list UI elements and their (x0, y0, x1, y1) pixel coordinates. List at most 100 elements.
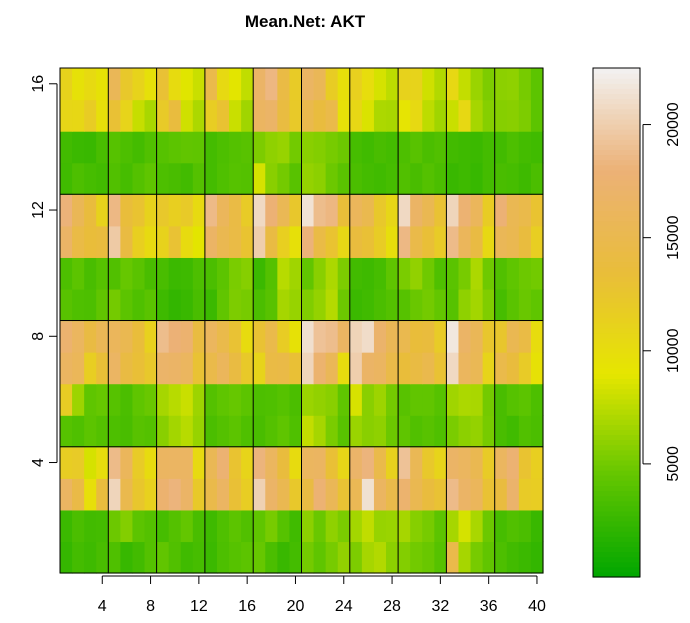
heatmap-cell (530, 288, 544, 322)
heatmap-cell (229, 99, 242, 132)
heatmap-cell (470, 99, 484, 132)
colorbar-swatch (593, 261, 640, 268)
colorbar-swatch (593, 510, 640, 517)
heatmap-cell (204, 352, 218, 385)
heatmap-cell (434, 99, 447, 132)
heatmap-cell (120, 320, 134, 353)
heatmap-cell (84, 225, 97, 258)
heatmap-cell (204, 131, 218, 164)
heatmap-cell (530, 162, 544, 195)
heatmap-cell (470, 478, 484, 511)
heatmap-cell (398, 415, 411, 448)
heatmap-cell (289, 383, 303, 416)
colorbar-swatch (593, 266, 640, 273)
heatmap-cell (277, 162, 291, 195)
heatmap-cell (410, 225, 423, 258)
heatmap-cell (361, 541, 375, 574)
heatmap-cell (422, 99, 435, 132)
heatmap-cell (398, 446, 411, 479)
colorbar-swatch (593, 73, 640, 79)
heatmap-cell (446, 320, 460, 353)
heatmap-cell (132, 383, 146, 416)
heatmap-cell (132, 320, 146, 353)
heatmap-cell (72, 257, 85, 290)
heatmap-cell (229, 352, 242, 385)
heatmap-cell (132, 99, 146, 132)
heatmap-cell (470, 509, 484, 543)
heatmap-cell (422, 446, 435, 479)
heatmap-cell (72, 194, 85, 227)
heatmap-cell (241, 383, 254, 416)
heatmap-cell (301, 320, 315, 353)
heatmap-cell (494, 478, 508, 511)
heatmap-cell (518, 131, 532, 164)
heatmap-cell (458, 288, 472, 322)
heatmap-cell (398, 383, 411, 416)
heatmap-cell (325, 257, 339, 290)
colorbar-swatch (593, 297, 640, 303)
heatmap-cell (192, 68, 206, 101)
heatmap-cell (180, 446, 194, 479)
heatmap-cell (241, 257, 254, 290)
colorbar-swatch (593, 241, 640, 247)
x-tick-label: 32 (431, 598, 449, 615)
heatmap-cell (229, 446, 242, 479)
heatmap-cell (204, 225, 218, 258)
heatmap-cell (361, 131, 375, 164)
colorbar-swatch (593, 83, 640, 89)
heatmap-cell (144, 225, 158, 258)
heatmap-cell (434, 257, 447, 290)
heatmap-cell (470, 257, 484, 290)
heatmap-cell (120, 415, 134, 448)
heatmap-cell (373, 288, 387, 322)
y-tick-label: 12 (30, 201, 47, 219)
heatmap-cell (373, 478, 387, 511)
x-tick-label: 24 (335, 598, 353, 615)
heatmap-cell (192, 225, 206, 258)
heatmap-cell (494, 131, 508, 164)
heatmap-cell (108, 446, 121, 479)
heatmap-cell (410, 194, 423, 227)
heatmap-cell (458, 131, 472, 164)
heatmap-cell (494, 320, 508, 353)
heatmap-cell (253, 99, 266, 132)
heatmap-cell (446, 288, 460, 322)
heatmap-cell (168, 68, 182, 101)
heatmap-cell (410, 68, 423, 101)
colorbar-swatch (593, 475, 640, 481)
heatmap-cell (156, 478, 170, 511)
heatmap-cell (337, 257, 351, 290)
heatmap-cell (518, 257, 532, 290)
x-tick-label: 4 (98, 598, 107, 615)
colorbar-swatch (593, 556, 640, 563)
heatmap-cell (386, 446, 399, 479)
heatmap-cell (373, 415, 387, 448)
heatmap-cell (434, 415, 447, 448)
heatmap-cell (84, 288, 97, 322)
heatmap-cell (289, 352, 303, 385)
heatmap-cell (168, 541, 182, 574)
heatmap-cell (518, 162, 532, 195)
colorbar-swatch (593, 571, 640, 578)
heatmap-cell (470, 541, 484, 574)
heatmap-cell (410, 352, 423, 385)
heatmap-cell (349, 509, 363, 543)
colorbar-swatch (593, 103, 640, 110)
heatmap-cell (277, 541, 291, 574)
colorbar-swatch (593, 459, 640, 466)
heatmap-cell (180, 131, 194, 164)
heatmap-cell (204, 194, 218, 227)
heatmap-cell (60, 446, 73, 479)
heatmap-cell (398, 509, 411, 543)
heatmap-cell (506, 478, 520, 511)
heatmap-cell (482, 383, 496, 416)
heatmap-cell (434, 509, 447, 543)
heatmap-cell (313, 509, 327, 543)
heatmap-cell (373, 509, 387, 543)
heatmap-cell (313, 162, 327, 195)
heatmap-cell (156, 99, 170, 132)
heatmap-cell (313, 383, 327, 416)
heatmap-cell (398, 68, 411, 101)
heatmap-cell (325, 415, 339, 448)
heatmap-cell (144, 415, 158, 448)
